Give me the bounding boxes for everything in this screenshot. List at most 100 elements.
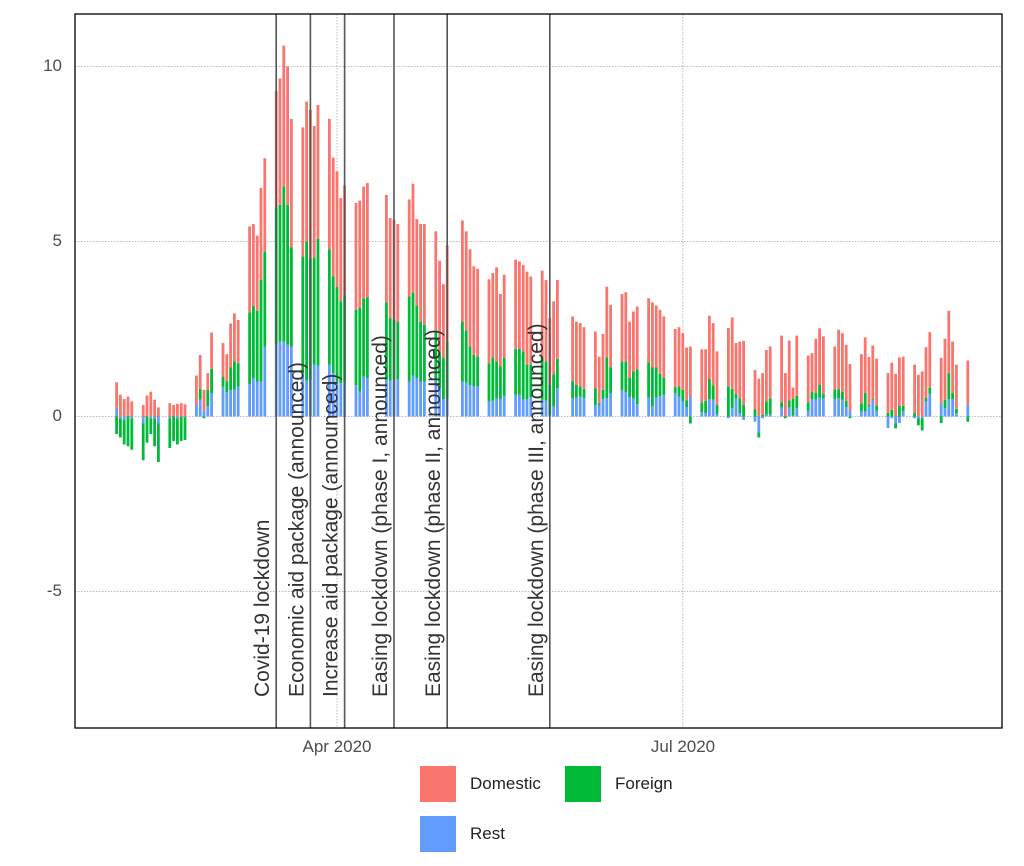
bar-foreign bbox=[814, 392, 818, 400]
bar-foreign bbox=[210, 368, 213, 394]
bar-domestic bbox=[225, 354, 229, 382]
event-label: Economic aid package (announced) bbox=[285, 362, 308, 697]
bar-foreign bbox=[822, 394, 825, 399]
plot-border bbox=[74, 13, 1003, 729]
bar-rest bbox=[951, 399, 954, 417]
legend-label: Foreign bbox=[615, 774, 673, 793]
bar-foreign bbox=[358, 308, 362, 392]
bar-domestic bbox=[677, 327, 681, 387]
bar-rest bbox=[647, 397, 650, 417]
bar-domestic bbox=[115, 382, 118, 409]
bar-rest bbox=[411, 375, 415, 417]
bar-domestic bbox=[328, 119, 331, 250]
bar-domestic bbox=[822, 336, 825, 395]
bar-rest bbox=[844, 407, 848, 417]
bar-domestic bbox=[806, 355, 810, 403]
bar-foreign bbox=[312, 257, 316, 365]
bar-foreign bbox=[468, 346, 472, 385]
bar-foreign bbox=[411, 292, 415, 376]
y-tick-label: 10 bbox=[43, 56, 62, 75]
bar-domestic bbox=[499, 294, 502, 367]
bar-rest bbox=[601, 399, 605, 417]
bar-rest bbox=[157, 416, 160, 424]
bar-rest bbox=[730, 408, 734, 417]
bar-domestic bbox=[841, 333, 844, 392]
bar-rest bbox=[126, 415, 130, 417]
bar-foreign bbox=[385, 302, 388, 380]
bar-domestic bbox=[248, 226, 251, 313]
bar-rest bbox=[529, 397, 533, 417]
bar-foreign bbox=[780, 402, 783, 408]
bar-domestic bbox=[951, 341, 954, 394]
bar-domestic bbox=[571, 316, 574, 382]
bar-domestic bbox=[784, 373, 787, 417]
bar-rest bbox=[282, 341, 286, 417]
bar-foreign bbox=[632, 371, 635, 399]
bar-domestic bbox=[708, 315, 711, 380]
bar-rest bbox=[787, 407, 791, 417]
bar-rest bbox=[301, 373, 305, 417]
bar-rest bbox=[252, 378, 255, 417]
bar-domestic bbox=[521, 264, 525, 352]
bar-foreign bbox=[229, 367, 232, 391]
bar-foreign bbox=[149, 418, 153, 434]
bar-domestic bbox=[920, 371, 924, 417]
bar-rest bbox=[487, 401, 491, 417]
bar-rest bbox=[552, 406, 555, 417]
bar-rest bbox=[575, 397, 578, 417]
y-tick-label: 5 bbox=[53, 231, 62, 250]
bar-domestic bbox=[126, 396, 130, 416]
bar-foreign bbox=[833, 389, 837, 399]
bar-foreign bbox=[818, 385, 821, 398]
bar-domestic bbox=[943, 338, 947, 400]
bar-rest bbox=[582, 398, 586, 417]
bar-rest bbox=[689, 396, 692, 417]
bar-foreign bbox=[172, 416, 175, 441]
bar-foreign bbox=[757, 432, 761, 438]
bar-domestic bbox=[366, 183, 369, 298]
bar-domestic bbox=[917, 374, 920, 417]
bar-domestic bbox=[461, 220, 464, 322]
bar-foreign bbox=[578, 386, 582, 397]
bar-domestic bbox=[388, 218, 392, 319]
bar-domestic bbox=[875, 358, 878, 406]
y-tick-label: -5 bbox=[47, 581, 62, 600]
bar-domestic bbox=[913, 364, 916, 413]
bar-rest bbox=[183, 416, 187, 418]
bar-domestic bbox=[837, 329, 840, 390]
bar-foreign bbox=[575, 385, 578, 398]
bar-foreign bbox=[476, 356, 479, 387]
bar-domestic bbox=[863, 337, 867, 394]
bar-domestic bbox=[833, 346, 837, 390]
bar-foreign bbox=[157, 423, 160, 462]
bar-domestic bbox=[221, 343, 225, 377]
bar-domestic bbox=[233, 313, 236, 362]
bar-domestic bbox=[202, 389, 206, 411]
bar-rest bbox=[354, 385, 358, 417]
bar-foreign bbox=[571, 381, 574, 399]
bar-rest bbox=[305, 380, 308, 417]
bar-rest bbox=[833, 399, 837, 417]
bar-foreign bbox=[848, 416, 852, 419]
bar-domestic bbox=[172, 404, 175, 417]
bar-foreign bbox=[685, 400, 688, 408]
bar-domestic bbox=[727, 327, 730, 387]
bar-rest bbox=[556, 388, 559, 417]
bar-rest bbox=[362, 376, 365, 417]
bar-rest bbox=[742, 416, 745, 420]
bar-rest bbox=[198, 399, 202, 417]
bar-domestic bbox=[681, 333, 685, 390]
bar-foreign bbox=[525, 364, 529, 399]
bar-foreign bbox=[119, 418, 122, 438]
bar-rest bbox=[662, 394, 666, 417]
bar-domestic bbox=[704, 349, 707, 401]
bar-foreign bbox=[544, 361, 548, 401]
bar-rest bbox=[924, 401, 928, 417]
bar-foreign bbox=[711, 385, 715, 400]
bar-foreign bbox=[552, 374, 555, 407]
bar-rest bbox=[415, 378, 419, 417]
bar-foreign bbox=[871, 399, 875, 400]
bar-domestic bbox=[673, 329, 677, 388]
bar-foreign bbox=[624, 361, 628, 392]
bar-foreign bbox=[654, 367, 658, 398]
